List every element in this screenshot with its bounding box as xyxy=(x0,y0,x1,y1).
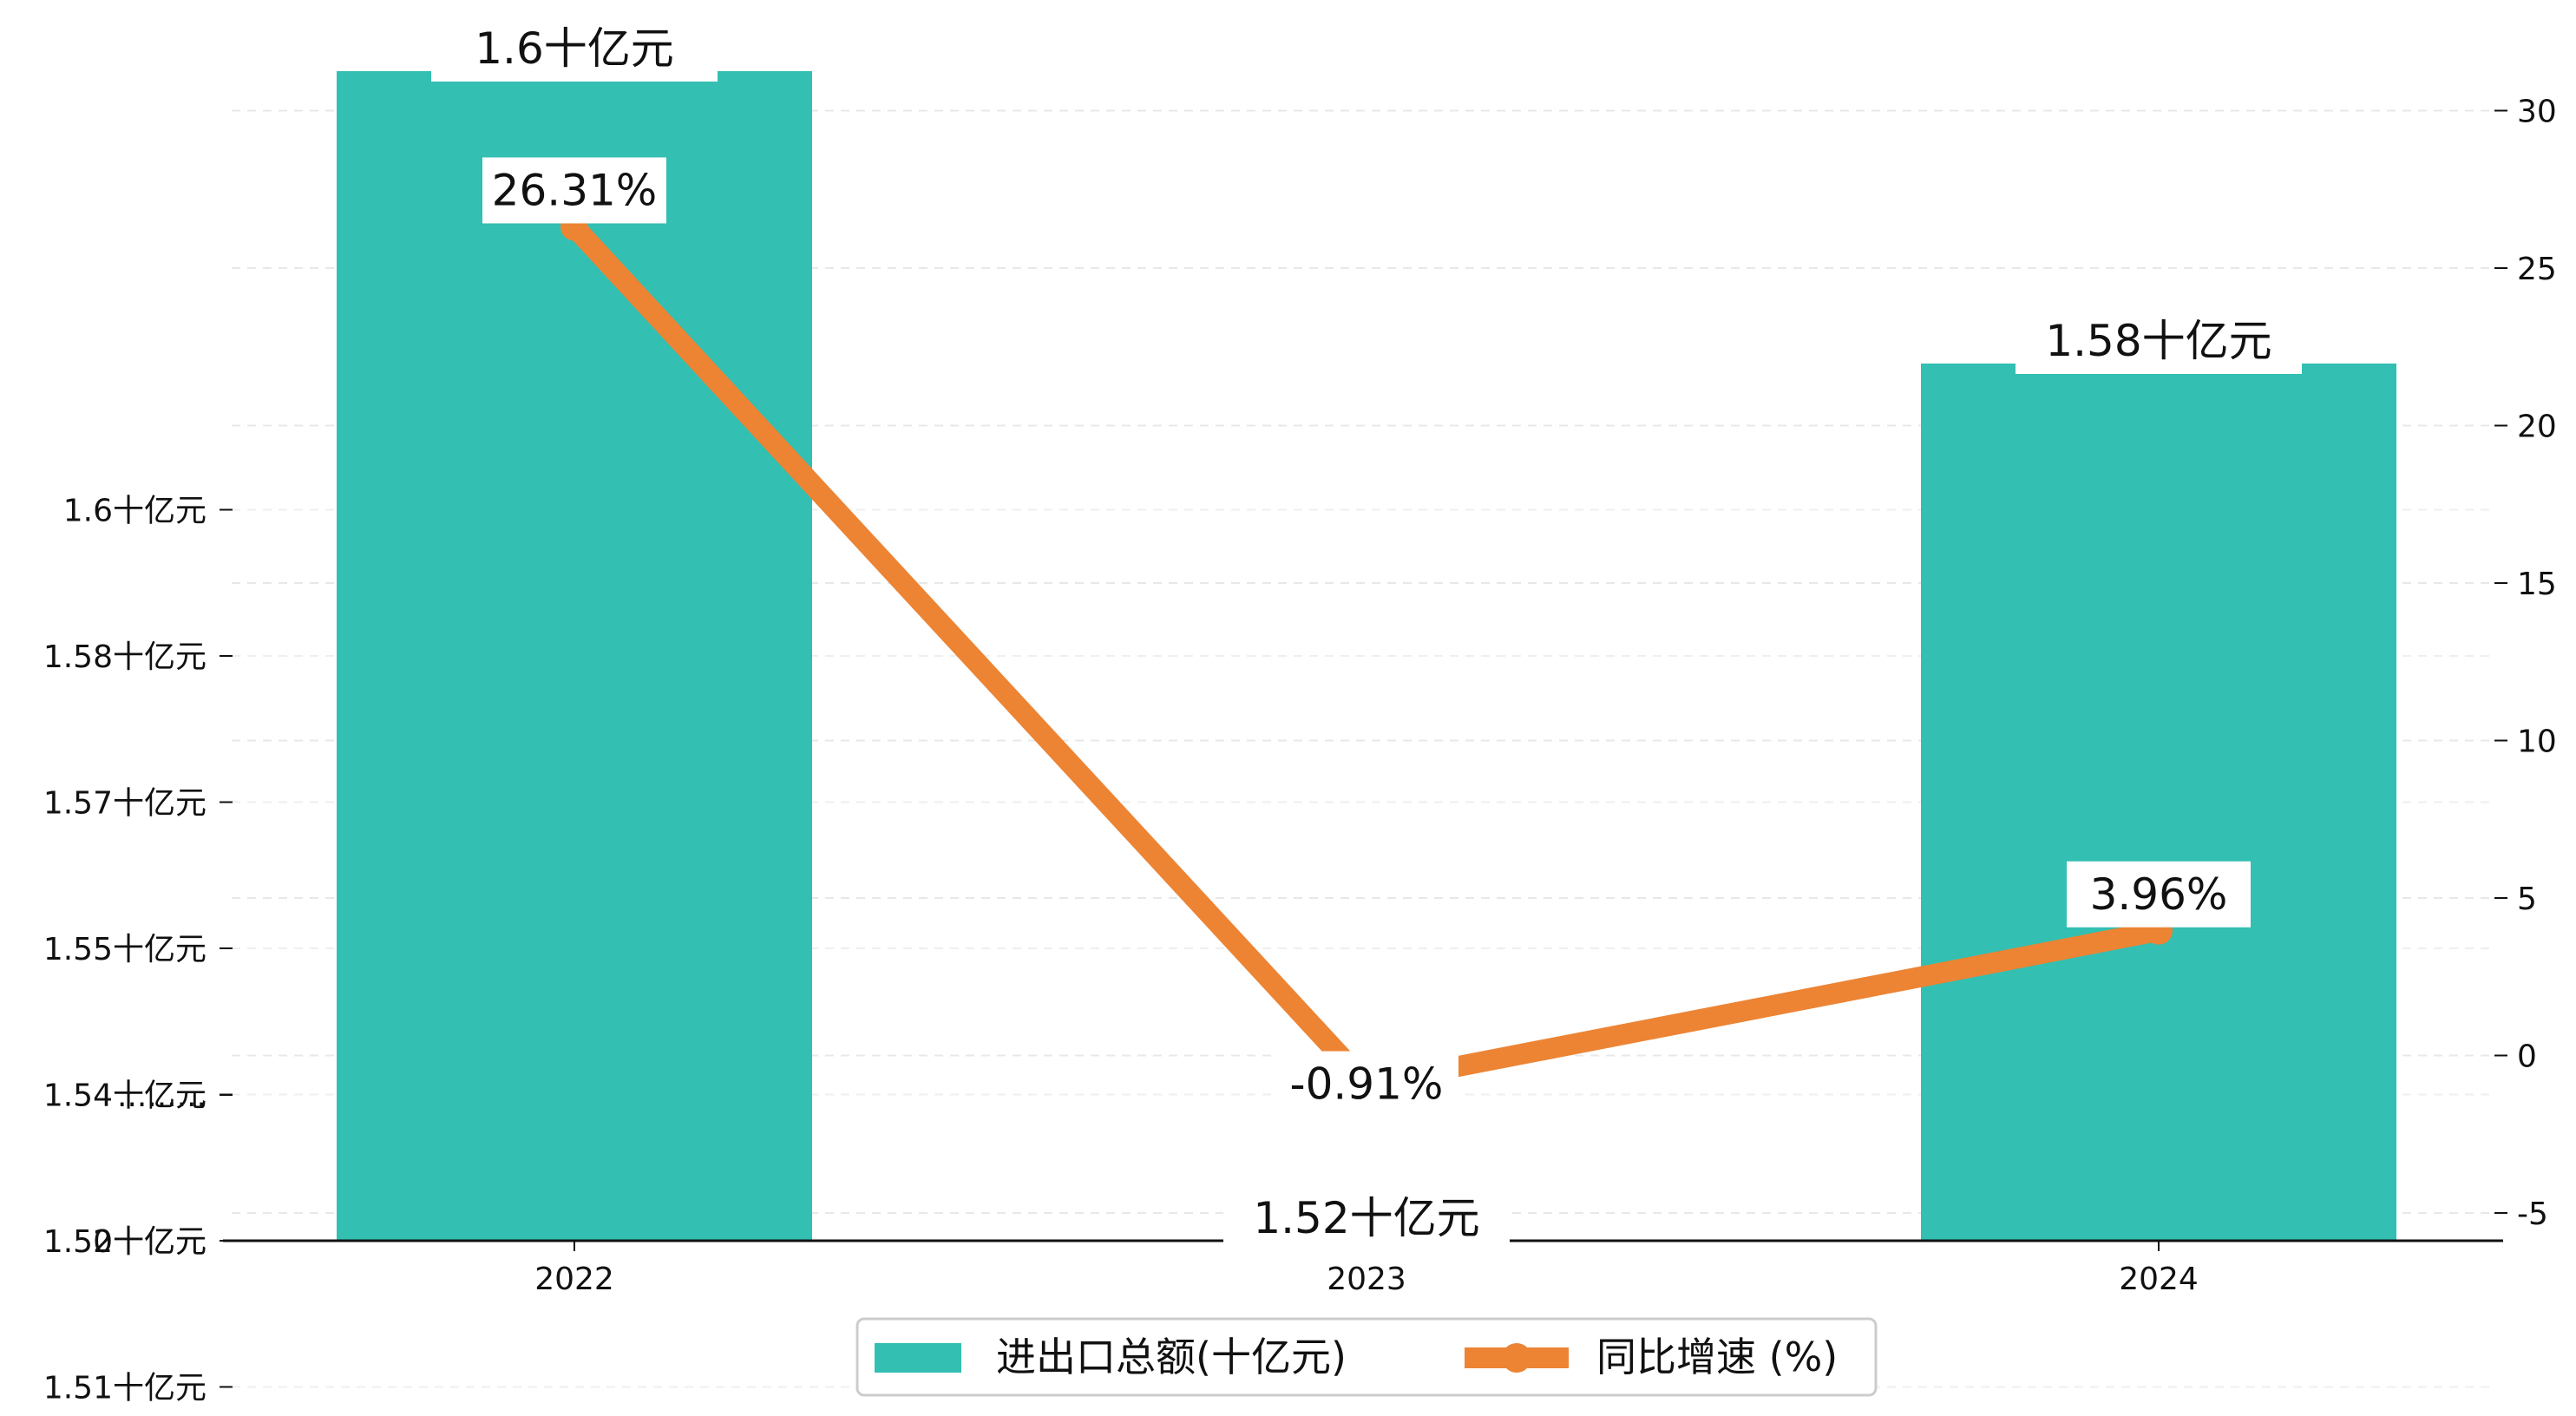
legend-box: 进出口总额(十亿元) 同比增速 (%) xyxy=(855,1317,1878,1397)
label-box xyxy=(2067,861,2251,928)
legend-frame xyxy=(855,1317,1878,1397)
y2-tick-label: 30 xyxy=(2517,95,2557,130)
y-tick-label: 0十亿元 xyxy=(93,1224,206,1260)
y-tick-label: 1.58十亿元 xyxy=(43,639,206,675)
y-tick-label: 1.52十亿元 xyxy=(43,1224,206,1260)
label-text: 1.58十亿元 xyxy=(2045,316,2271,366)
bar-value-label: 1.6十亿元 xyxy=(431,16,718,82)
y2-tick-label: -5 xyxy=(2517,1196,2548,1232)
x-tick-label: 2024 xyxy=(2119,1262,2199,1297)
label-text: 1.6十亿元 xyxy=(475,23,674,74)
bar-2024 xyxy=(1921,364,2396,1241)
y-tick-label: 1.51十亿元 xyxy=(43,1371,206,1406)
y-axis-break-label: ......... xyxy=(117,1078,206,1114)
growth-value-label: 3.96% xyxy=(2067,861,2251,928)
label-text: -0.91% xyxy=(1290,1059,1444,1110)
legend-label-bar: 进出口总额(十亿元) xyxy=(996,1334,1347,1380)
y2-tick-label: 25 xyxy=(2517,252,2557,287)
y-tick-label: 1.54十亿元 xyxy=(43,1078,206,1114)
label-text: 1.52十亿元 xyxy=(1253,1193,1479,1243)
label-text: 26.31% xyxy=(492,165,658,215)
bars xyxy=(337,71,2396,1241)
x-tick-label: 2023 xyxy=(1327,1262,1406,1297)
y-tick-label: 1.6十亿元 xyxy=(63,494,206,529)
label-box xyxy=(431,16,718,82)
legend: 进出口总额(十亿元) 同比增速 (%) xyxy=(855,1317,1878,1397)
label-text: 3.96% xyxy=(2090,869,2228,920)
x-tick-label: 2022 xyxy=(534,1262,614,1297)
growth-value-label: -0.91% xyxy=(1275,1051,1458,1118)
y2-tick-label: 10 xyxy=(2517,724,2557,760)
label-box xyxy=(482,157,666,224)
legend-swatch-marker xyxy=(1502,1343,1531,1373)
y2-tick-label: 0 xyxy=(2517,1039,2537,1075)
legend-label-line: 同比增速 (%) xyxy=(1596,1334,1838,1380)
legend-swatch-bar xyxy=(875,1343,961,1373)
y2-tick-label: 5 xyxy=(2517,882,2537,917)
bar-2022 xyxy=(337,71,812,1241)
bar-value-label: 1.58十亿元 xyxy=(2016,308,2302,374)
label-box xyxy=(2016,308,2302,374)
y-tick-label: 1.55十亿元 xyxy=(43,932,206,967)
y2-tick-label: 20 xyxy=(2517,410,2557,445)
y2-tick-label: 15 xyxy=(2517,567,2557,602)
label-box xyxy=(1275,1051,1458,1118)
y-tick-label: 1.57十亿元 xyxy=(43,786,206,822)
data-labels: 1.6十亿元 1.52十亿元 1.58十亿元 26.31% -0.91% 3.96% xyxy=(431,16,2302,1251)
growth-value-label: 26.31% xyxy=(482,157,666,224)
label-box xyxy=(1223,1185,1510,1251)
bar-value-label: 1.52十亿元 xyxy=(1223,1185,1510,1251)
